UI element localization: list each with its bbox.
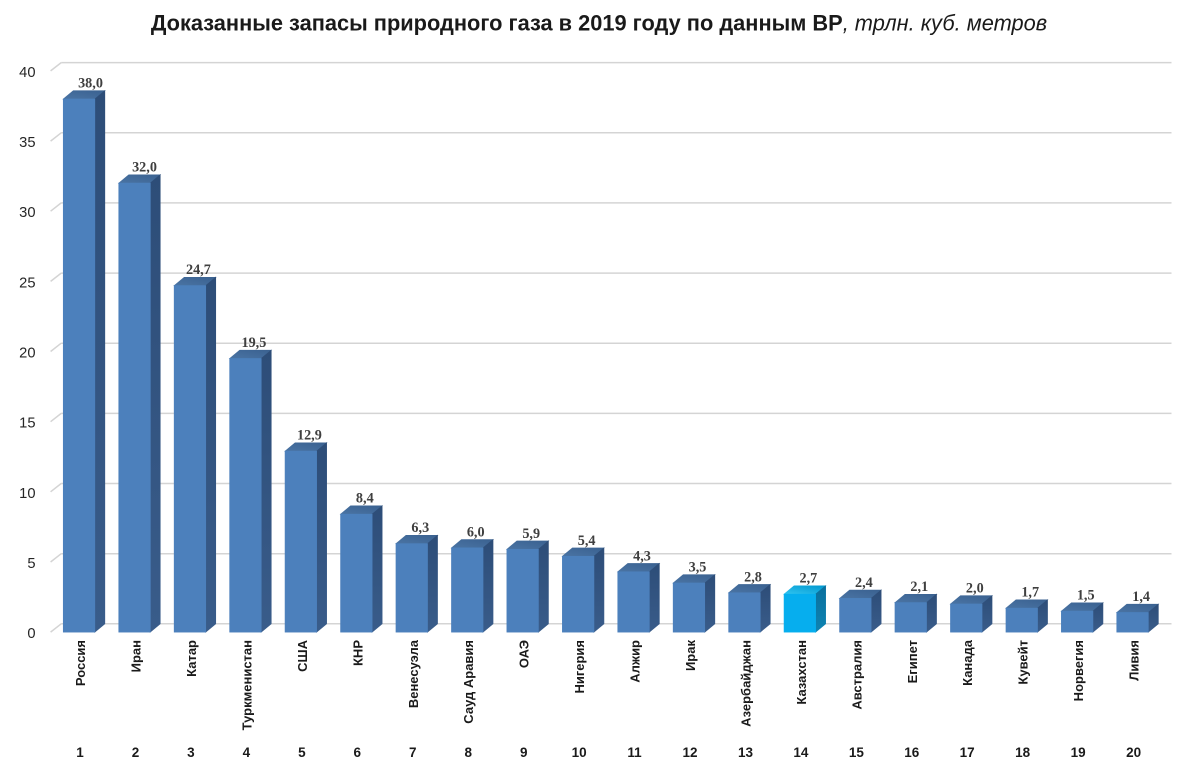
- svg-text:15: 15: [19, 416, 35, 432]
- svg-text:2,8: 2,8: [744, 569, 762, 585]
- svg-text:5,4: 5,4: [578, 533, 596, 549]
- svg-text:Канада: Канада: [960, 639, 975, 686]
- svg-text:8: 8: [464, 745, 472, 760]
- svg-text:Сауд Аравия: Сауд Аравия: [461, 640, 476, 724]
- svg-text:Ливия: Ливия: [1127, 640, 1142, 681]
- svg-text:20: 20: [1126, 745, 1141, 760]
- svg-text:2,4: 2,4: [855, 575, 873, 591]
- svg-text:Катар: Катар: [184, 640, 199, 677]
- svg-text:14: 14: [793, 745, 809, 760]
- svg-text:3,5: 3,5: [689, 560, 707, 576]
- svg-text:12: 12: [682, 745, 697, 760]
- svg-text:25: 25: [19, 275, 35, 291]
- svg-text:32,0: 32,0: [132, 160, 157, 176]
- svg-text:7: 7: [409, 745, 417, 760]
- svg-text:3: 3: [187, 745, 195, 760]
- svg-text:Норвегия: Норвегия: [1071, 640, 1086, 701]
- svg-text:Венесуэла: Венесуэла: [406, 639, 421, 708]
- svg-text:4,3: 4,3: [633, 548, 651, 564]
- svg-text:5: 5: [298, 745, 306, 760]
- svg-text:10: 10: [19, 486, 35, 502]
- svg-text:1: 1: [76, 745, 84, 760]
- svg-text:2,0: 2,0: [966, 581, 984, 597]
- svg-text:6,0: 6,0: [467, 524, 485, 540]
- svg-text:Нигерия: Нигерия: [572, 640, 587, 694]
- svg-text:Кувейт: Кувейт: [1016, 640, 1031, 685]
- svg-text:2: 2: [132, 745, 140, 760]
- svg-text:16: 16: [904, 745, 920, 760]
- svg-text:10: 10: [572, 745, 587, 760]
- svg-text:18: 18: [1015, 745, 1031, 760]
- svg-text:8,4: 8,4: [356, 491, 374, 507]
- svg-text:2,1: 2,1: [910, 579, 928, 595]
- svg-text:1,5: 1,5: [1077, 588, 1095, 604]
- svg-text:6,3: 6,3: [411, 520, 429, 536]
- svg-text:ОАЭ: ОАЭ: [517, 640, 532, 668]
- svg-text:Казахстан: Казахстан: [794, 640, 809, 705]
- svg-text:1,4: 1,4: [1132, 589, 1150, 605]
- svg-text:24,7: 24,7: [186, 262, 211, 278]
- svg-text:Алжир: Алжир: [628, 640, 643, 683]
- svg-text:Россия: Россия: [73, 640, 88, 686]
- svg-text:1,7: 1,7: [1021, 585, 1039, 601]
- svg-text:6: 6: [354, 745, 362, 760]
- svg-text:Туркменистан: Туркменистан: [239, 640, 254, 730]
- svg-text:США: США: [295, 639, 310, 671]
- svg-text:19,5: 19,5: [241, 335, 266, 351]
- svg-text:Австралия: Австралия: [849, 640, 864, 710]
- svg-text:Египет: Египет: [905, 640, 920, 683]
- svg-text:2,7: 2,7: [800, 571, 818, 587]
- svg-text:12,9: 12,9: [297, 428, 322, 444]
- svg-text:20: 20: [19, 346, 35, 362]
- svg-text:30: 30: [19, 205, 35, 221]
- svg-text:Иран: Иран: [129, 640, 144, 672]
- svg-text:5,9: 5,9: [522, 526, 540, 542]
- svg-text:9: 9: [520, 745, 528, 760]
- svg-text:0: 0: [27, 626, 35, 642]
- svg-text:Доказанные запасы природного г: Доказанные запасы природного газа в 2019…: [151, 11, 1047, 36]
- svg-text:35: 35: [19, 135, 35, 151]
- svg-text:17: 17: [960, 745, 975, 760]
- svg-text:40: 40: [19, 65, 35, 81]
- svg-text:11: 11: [627, 745, 642, 760]
- svg-text:5: 5: [27, 556, 35, 572]
- svg-text:13: 13: [738, 745, 754, 760]
- svg-text:38,0: 38,0: [78, 76, 103, 92]
- svg-text:Азербайджан: Азербайджан: [739, 640, 754, 727]
- svg-text:4: 4: [243, 745, 251, 760]
- svg-text:Ирак: Ирак: [683, 640, 698, 672]
- svg-text:19: 19: [1071, 745, 1086, 760]
- svg-text:КНР: КНР: [350, 640, 365, 666]
- svg-text:15: 15: [849, 745, 865, 760]
